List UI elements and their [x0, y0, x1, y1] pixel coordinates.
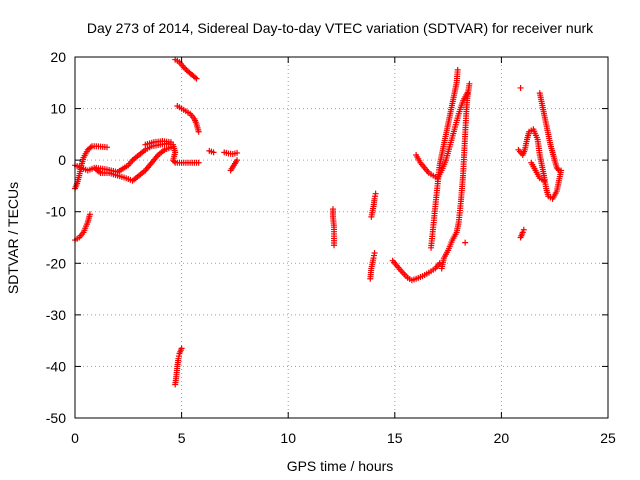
y-tick-label: -50: [46, 410, 66, 426]
data-point: [454, 66, 461, 73]
chart-title: Day 273 of 2014, Sidereal Day-to-day VTE…: [87, 20, 594, 36]
x-tick-label: 20: [494, 430, 510, 446]
data-point: [193, 75, 200, 82]
x-tick-label: 10: [280, 430, 296, 446]
y-tick-label: -10: [46, 204, 66, 220]
data-point: [103, 144, 110, 151]
data-point: [234, 157, 241, 164]
data-point: [171, 158, 178, 165]
ticks-layer: [74, 56, 609, 419]
plot-frame: [74, 56, 609, 419]
data-point: [520, 226, 527, 233]
x-tick-label: 0: [71, 430, 79, 446]
y-tick-label: 20: [50, 49, 66, 65]
data-point: [517, 84, 524, 91]
x-tick-label: 25: [600, 430, 616, 446]
data-point: [372, 190, 379, 197]
data-point: [371, 249, 378, 256]
data-point: [210, 149, 217, 156]
data-point: [234, 149, 241, 156]
data-point: [541, 177, 548, 184]
data-point: [195, 159, 202, 166]
x-axis-label: GPS time / hours: [287, 458, 394, 474]
x-tick-label: 15: [387, 430, 403, 446]
y-tick-label: -30: [46, 307, 66, 323]
y-tick-label: 0: [58, 152, 66, 168]
data-point: [178, 345, 185, 352]
tick-labels-layer: 0 5 10 15 20 25 -50 -40 -30 -20 -10 0 10 20: [46, 49, 616, 446]
y-axis-label: SDTVAR / TECUs: [5, 182, 21, 294]
data-point: [86, 211, 93, 218]
data-point: [167, 139, 174, 146]
data-point: [436, 260, 443, 267]
y-tick-label: -40: [46, 358, 66, 374]
data-point: [555, 167, 562, 174]
data-point: [331, 242, 338, 249]
x-tick-label: 5: [178, 430, 186, 446]
y-tick-label: -20: [46, 255, 66, 271]
data-point: [554, 166, 561, 173]
data-point: [195, 128, 202, 135]
data-point: [466, 80, 473, 87]
grid-layer: [75, 57, 608, 418]
data-point: [464, 90, 471, 97]
data-point: [462, 239, 469, 246]
data-points-layer: [72, 56, 565, 388]
y-tick-label: 10: [50, 101, 66, 117]
